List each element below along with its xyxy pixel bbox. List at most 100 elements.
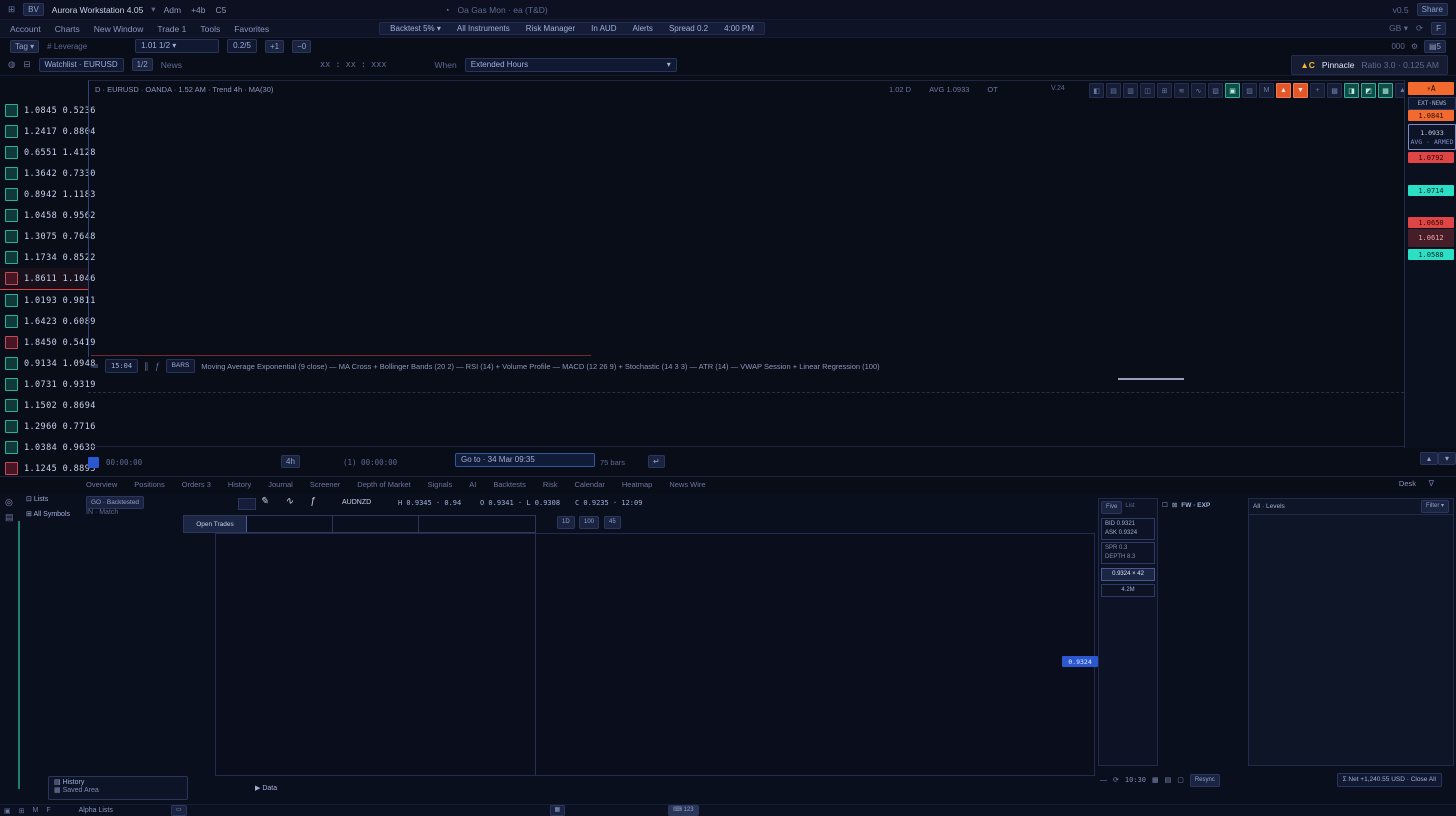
chart-tool-button[interactable]: ▦ (1378, 83, 1393, 98)
news-toggle[interactable]: News (160, 59, 182, 70)
workspace-tab[interactable]: Screener (309, 479, 341, 489)
workspace-tab[interactable]: Orders 3 (181, 479, 211, 489)
chart-tool-button[interactable]: ▨ (1242, 83, 1257, 98)
gear-icon[interactable]: ⚙ (1410, 41, 1418, 51)
bars-chip-100[interactable]: 100 (579, 516, 600, 529)
pen-icon[interactable]: ✎ (260, 496, 269, 507)
quick-strip-item[interactable]: 4:00 PM (724, 24, 754, 33)
watchlist-row[interactable]: 1.0193 0.9811 (0, 290, 95, 311)
dom-highlight-row[interactable]: 0.9324 × 42 (1101, 568, 1155, 581)
watchlist-selector[interactable]: Watchlist · EURUSD (38, 57, 124, 72)
quick-strip-item[interactable]: Alerts (632, 24, 653, 33)
chart-tool-button[interactable]: ▥ (1123, 83, 1138, 98)
region-selector[interactable]: GB ▾ (1389, 23, 1408, 33)
watchlist-row[interactable]: 1.2960 0.7716 (0, 416, 95, 437)
scroll-up-button[interactable]: ▴ (1420, 452, 1438, 465)
chart-tool-button[interactable]: ∿ (1191, 83, 1206, 98)
bars-chip-45[interactable]: 45 (604, 516, 621, 529)
chart-tool-button[interactable]: + (1310, 83, 1325, 98)
workspace-tab[interactable]: AI (469, 479, 477, 489)
filter-funnel-icon[interactable]: ∇ (1428, 479, 1434, 488)
m-icon[interactable]: M (32, 807, 39, 814)
quick-strip-item[interactable]: All Instruments (456, 24, 510, 33)
workspace-tab[interactable]: History (227, 479, 252, 489)
price-scale[interactable]: ⚡A EXT·NEWS 1.0841 1.0933 AVG · ARMED 1.… (1404, 80, 1456, 448)
watchlist-row[interactable]: 0.8942 1.1183 (0, 184, 95, 205)
checkbox-icon[interactable]: ☐ (1162, 502, 1168, 509)
workspace-tab[interactable]: Backtests (493, 479, 526, 489)
chart-tool-button[interactable]: ▧ (1208, 83, 1223, 98)
quick-strip-item[interactable]: Risk Manager (525, 24, 576, 33)
net-pl-box[interactable]: Σ Net +1,240.55 USD · Close All (1336, 773, 1442, 787)
scroll-down-button[interactable]: ▾ (1438, 452, 1456, 465)
workspace-tab[interactable]: Journal (268, 479, 293, 489)
chart-tool-button[interactable]: ◧ (1089, 83, 1104, 98)
watchlist-row[interactable]: 1.6423 0.6089 (0, 311, 95, 332)
function-key-button[interactable]: F (1431, 22, 1446, 35)
split-button[interactable]: 1/2 (131, 58, 153, 71)
search-icon[interactable]: ◎ (5, 497, 13, 507)
dom-tab-five[interactable]: Five (1101, 501, 1123, 514)
desk-tab[interactable]: Desk (1398, 479, 1416, 488)
chart-legend[interactable]: D · EURUSD · OANDA · 1.52 AM · Trend 4h … (95, 85, 274, 94)
list-view-icon[interactable]: ▤ (5, 512, 14, 522)
lower-symbol[interactable]: AUDNZD (342, 499, 372, 506)
chart-tool-button[interactable]: ◨ (1344, 83, 1359, 98)
f-icon[interactable]: F (46, 807, 51, 814)
watchlist-row[interactable]: 1.0384 0.9630 (0, 437, 95, 458)
main-chart[interactable]: D · EURUSD · OANDA · 1.52 AM · Trend 4h … (88, 80, 1437, 357)
watchlist-row[interactable]: 0.9134 1.0948 (0, 353, 95, 374)
share-button[interactable]: Share (1416, 3, 1448, 16)
view-box-icon[interactable]: ▢ (1177, 777, 1184, 784)
watchlist-row[interactable]: 1.8611 1.1046 (0, 268, 95, 290)
quick-strip-item[interactable]: In AUD (591, 24, 617, 33)
function-icon[interactable]: ƒ (154, 361, 160, 371)
workspace-tab[interactable]: Positions (134, 479, 165, 489)
lot-size-input[interactable]: 1.01 1/2 ▾ (135, 39, 220, 53)
quick-strip-item[interactable]: Spread 0.2 (668, 24, 709, 33)
all-symbols-header[interactable]: ⊞ All Symbols (26, 511, 71, 518)
resync-button[interactable]: Resync (1189, 773, 1220, 787)
watchlist-row[interactable]: 1.3642 0.7330 (0, 163, 95, 184)
chart-tool-button[interactable]: ◩ (1361, 83, 1376, 98)
workspace-tab[interactable]: News Wire (669, 479, 706, 489)
tray-mid-button[interactable]: ▦ (549, 805, 566, 816)
chart-tool-button[interactable]: M (1259, 83, 1274, 98)
workspace-tab[interactable]: Risk (542, 479, 558, 489)
goto-date-input[interactable]: Go to · 34 Mar 09:35 (455, 453, 595, 467)
menu-item[interactable]: Charts (54, 23, 80, 34)
range-label[interactable]: (1) 00:00:00 (343, 458, 398, 467)
mini-toggle[interactable] (238, 498, 256, 510)
menu-item[interactable]: New Window (93, 23, 144, 34)
alert-box[interactable]: 1.0933 AVG · ARMED (1408, 124, 1456, 150)
list-icon[interactable]: ≔ (90, 360, 99, 371)
watchlist-row[interactable]: 1.1502 0.8694 (0, 395, 95, 416)
chart-tool-button[interactable]: ▣ (1225, 83, 1240, 98)
indicator-scroll-thumb[interactable] (1118, 378, 1184, 380)
titlebar-item[interactable]: C5 (215, 4, 227, 15)
caret-icon[interactable]: ▾ (151, 4, 156, 14)
watchlist-row[interactable]: 1.1245 0.8893 (0, 458, 95, 479)
watchlist-row[interactable]: 1.1734 0.8522 (0, 247, 95, 268)
watchlist-row[interactable]: 1.0845 0.5236 (0, 100, 95, 121)
header-cell[interactable] (247, 516, 333, 532)
execution-mode-dropdown[interactable]: Extended Hours ▾ (464, 57, 677, 72)
chart-tool-button[interactable]: ≋ (1174, 83, 1189, 98)
go-chip[interactable]: GO · Backtested (86, 495, 145, 509)
step-down-button[interactable]: −0 (292, 39, 312, 53)
feed-filter-dropdown[interactable]: Filter ▾ (1420, 500, 1449, 513)
chart-tool-button[interactable]: ▤ (1106, 83, 1121, 98)
tray-button-1[interactable]: ▭ (170, 805, 187, 816)
workspace-tab[interactable]: Overview (86, 479, 118, 489)
lower-chart[interactable]: ✎ ∿ ƒ AUDNZD H 0.9345 · 0.94 O 0.9341 · … (180, 496, 1098, 788)
open-trades-tab[interactable]: Open Trades (184, 516, 247, 532)
data-button[interactable]: ▶ Data (255, 785, 278, 792)
history-box[interactable]: ▤ History ▦ Saved Area (48, 776, 188, 800)
chart-tool-button[interactable]: ▲ (1276, 83, 1291, 98)
interval-chip[interactable]: 4h (281, 455, 300, 468)
keyboard-button[interactable]: ⌨ 123 (668, 805, 699, 816)
alpha-lists-label[interactable]: Alpha Lists (78, 807, 113, 814)
lists-header[interactable]: ⊡ Lists (26, 496, 49, 503)
view-rows-icon[interactable]: ▤ (1164, 777, 1172, 784)
tag-dropdown[interactable]: Tag ▾ (10, 39, 40, 53)
